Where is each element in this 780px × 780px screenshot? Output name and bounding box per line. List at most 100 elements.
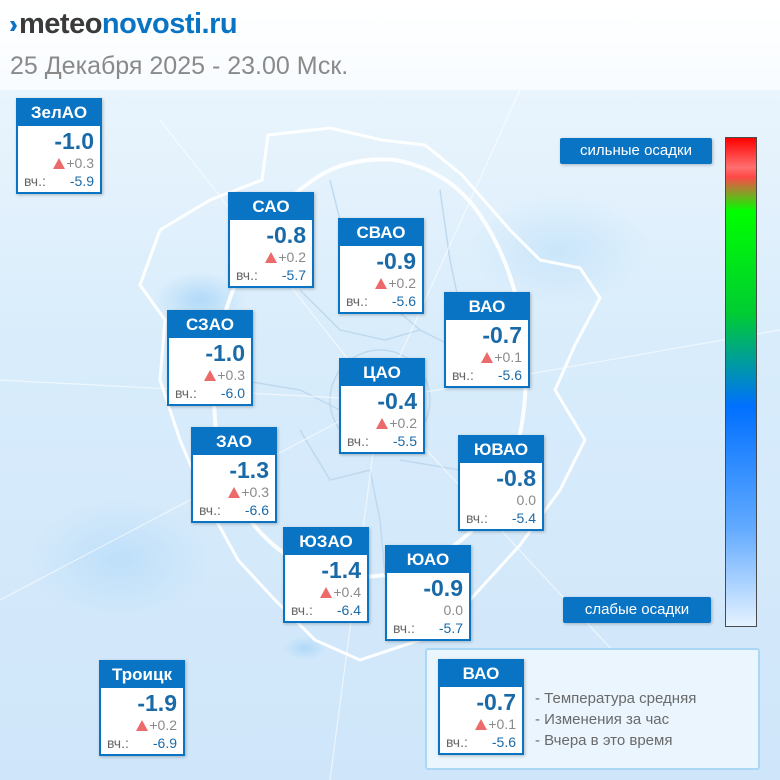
- district-yesterday: вч.: -6.9: [107, 734, 177, 752]
- yesterday-value: -5.6: [391, 293, 416, 309]
- triangle-up-icon: [481, 352, 494, 363]
- triangle-up-icon: [228, 487, 241, 498]
- district-card-cao: ЦАО -0.4 +0.2 вч.: -5.5: [339, 358, 425, 454]
- yesterday-value: -5.5: [392, 433, 417, 449]
- district-hourly-change: +0.1: [481, 348, 522, 366]
- site-logo[interactable]: meteonovosti.ru: [10, 6, 238, 42]
- district-card-szao: СЗАО -1.0 +0.3 вч.: -6.0: [167, 310, 253, 406]
- triangle-up-icon: [376, 418, 389, 429]
- district-temperature: -1.0: [205, 340, 245, 366]
- district-name: ЗАО: [193, 429, 275, 455]
- yesterday-label: вч.:: [236, 267, 258, 283]
- district-card-troitsk: Троицк -1.9 +0.2 вч.: -6.9: [99, 660, 185, 756]
- triangle-up-icon: [375, 278, 388, 289]
- logo-text-meteo: meteo: [19, 8, 102, 40]
- logo-mark-icon: [10, 21, 17, 31]
- change-value: +0.3: [217, 367, 245, 383]
- district-yesterday: вч.: -5.7: [393, 619, 463, 637]
- forecast-datetime: 25 Декабря 2025 - 23.00 Мск.: [10, 52, 349, 80]
- yesterday-value: -5.9: [69, 173, 94, 189]
- yesterday-label: вч.:: [393, 620, 415, 636]
- change-value: +0.2: [388, 275, 416, 291]
- district-card-svao: СВАО -0.9 +0.2 вч.: -5.6: [338, 218, 424, 314]
- district-temperature: -1.0: [54, 128, 94, 154]
- legend-text-hourly-change: - Изменения за час: [535, 711, 670, 728]
- district-temperature: -1.3: [229, 457, 269, 483]
- yesterday-label: вч.:: [466, 510, 488, 526]
- change-value: +0.1: [488, 716, 516, 732]
- district-temperature: -0.9: [376, 248, 416, 274]
- district-hourly-change: 0.0: [444, 601, 463, 619]
- district-temperature: -0.7: [482, 322, 522, 348]
- district-hourly-change: +0.3: [228, 483, 269, 501]
- district-temperature: -0.8: [496, 465, 536, 491]
- district-hourly-change: +0.3: [53, 154, 94, 172]
- district-yesterday: вч.: -5.6: [346, 292, 416, 310]
- district-hourly-change: +0.2: [375, 274, 416, 292]
- triangle-up-icon: [320, 587, 333, 598]
- yesterday-value: -6.0: [220, 385, 245, 401]
- district-yesterday: вч.: -6.6: [199, 501, 269, 519]
- district-yesterday: вч.: -6.0: [175, 384, 245, 402]
- legend-text-temperature: - Температура средняя: [535, 690, 697, 707]
- district-card-zao: ЗАО -1.3 +0.3 вч.: -6.6: [191, 427, 277, 523]
- district-name: ЮВАО: [460, 437, 542, 463]
- district-temperature: -0.9: [423, 575, 463, 601]
- district-temperature: -0.4: [377, 388, 417, 414]
- change-value: +0.3: [241, 484, 269, 500]
- yesterday-label: вч.:: [452, 367, 474, 383]
- district-hourly-change: +0.2: [265, 248, 306, 266]
- district-yesterday: вч.: -5.6: [446, 733, 516, 751]
- district-card-yuzao: ЮЗАО -1.4 +0.4 вч.: -6.4: [283, 527, 369, 623]
- district-name: ЦАО: [341, 360, 423, 386]
- precip-spot: [30, 500, 210, 620]
- triangle-up-icon: [265, 252, 278, 263]
- district-card-yuvao: ЮВАО -0.8 0.0 вч.: -5.4: [458, 435, 544, 531]
- change-value: 0.0: [443, 602, 463, 618]
- district-name: СВАО: [340, 220, 422, 246]
- change-value: +0.4: [333, 584, 361, 600]
- yesterday-label: вч.:: [24, 173, 46, 189]
- district-hourly-change: +0.2: [376, 414, 417, 432]
- triangle-up-icon: [53, 158, 66, 169]
- precip-color-scale: [725, 137, 757, 627]
- change-value: +0.2: [278, 249, 306, 265]
- district-yesterday: вч.: -6.4: [291, 601, 361, 619]
- district-name: САО: [230, 194, 312, 220]
- yesterday-label: вч.:: [346, 293, 368, 309]
- district-hourly-change: 0.0: [517, 491, 536, 509]
- yesterday-value: -5.7: [281, 267, 306, 283]
- district-yesterday: вч.: -5.5: [347, 432, 417, 450]
- district-temperature: -0.7: [476, 689, 516, 715]
- triangle-up-icon: [204, 370, 217, 381]
- change-value: +0.3: [66, 155, 94, 171]
- district-hourly-change: +0.2: [136, 716, 177, 734]
- logo-text-novosti: novosti.ru: [101, 8, 238, 40]
- yesterday-label: вч.:: [347, 433, 369, 449]
- district-yesterday: вч.: -5.6: [452, 366, 522, 384]
- district-card-zelao: ЗелАО -1.0 +0.3 вч.: -5.9: [16, 98, 102, 194]
- district-name: СЗАО: [169, 312, 251, 338]
- district-hourly-change: +0.3: [204, 366, 245, 384]
- district-name: ЮЗАО: [285, 529, 367, 555]
- district-temperature: -1.4: [321, 557, 361, 583]
- yesterday-label: вч.:: [107, 735, 129, 751]
- legend-text-yesterday: - Вчера в это время: [535, 732, 673, 749]
- change-value: +0.2: [149, 717, 177, 733]
- yesterday-label: вч.:: [291, 602, 313, 618]
- yesterday-value: -6.6: [244, 502, 269, 518]
- yesterday-label: вч.:: [175, 385, 197, 401]
- change-value: +0.2: [389, 415, 417, 431]
- yesterday-label: вч.:: [446, 734, 468, 750]
- district-temperature: -1.9: [137, 690, 177, 716]
- district-yesterday: вч.: -5.4: [466, 509, 536, 527]
- district-name: ВАО: [440, 661, 522, 687]
- yesterday-value: -5.4: [511, 510, 536, 526]
- district-name: ЗелАО: [18, 100, 100, 126]
- yesterday-label: вч.:: [199, 502, 221, 518]
- district-card-yuao: ЮАО -0.9 0.0 вч.: -5.7: [385, 545, 471, 641]
- change-value: 0.0: [516, 492, 536, 508]
- precip-spot: [283, 636, 327, 660]
- district-card-vao: ВАО -0.7 +0.1 вч.: -5.6: [444, 292, 530, 388]
- district-name: ВАО: [446, 294, 528, 320]
